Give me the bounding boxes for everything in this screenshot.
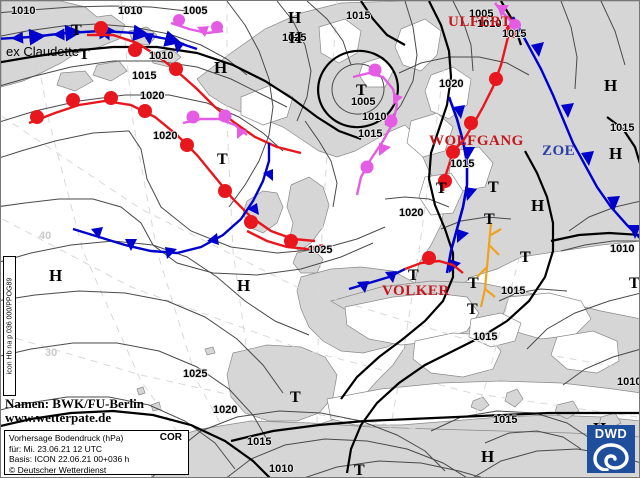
isobar-label: 1015	[493, 414, 518, 426]
warm-front-wolfgang-bump	[438, 174, 452, 188]
high-pressure-marker: H	[214, 58, 228, 77]
isobar-label: 1015	[473, 331, 498, 343]
isobar-label: 1015	[610, 122, 635, 134]
warm-front-ulfert	[452, 16, 515, 152]
isobar-label: 1015	[450, 158, 475, 170]
low-pressure-marker: T	[354, 462, 365, 478]
legend-valid-time: für: Mi. 23.06.21 12 UTC	[9, 443, 103, 454]
cold-front-baltic-barbs	[531, 42, 639, 239]
warm-front-volker-bump	[422, 251, 436, 265]
isobar-label: 1025	[282, 32, 307, 44]
front-layer	[1, 2, 639, 308]
graticule-label: 30	[45, 347, 58, 359]
dwd-spiral-icon	[593, 443, 629, 471]
high-pressure-marker: H	[288, 8, 302, 27]
high-pressure-marker: H	[531, 196, 545, 215]
legend-box: COR Vorhersage Bodendruck (hPa) für: Mi.…	[4, 430, 189, 475]
isobar-label: 1020	[399, 207, 424, 219]
isobar-label: 1020	[153, 130, 178, 142]
low-pressure-marker: T	[488, 179, 499, 196]
high-pressure-marker: H	[609, 144, 623, 163]
legend-title: Vorhersage Bodendruck (hPa)	[9, 433, 124, 443]
isobar-label: 1015	[502, 28, 527, 40]
cor-flag: COR	[159, 432, 182, 443]
isobar-label: 1025	[308, 244, 333, 256]
low-pressure-marker: T	[356, 82, 367, 99]
dwd-logo: DWD	[587, 425, 635, 473]
warm-front-atlantic-bumps	[30, 91, 298, 248]
warm-front-volker	[404, 259, 464, 274]
storm-name-volker: VOLKER	[382, 283, 450, 299]
occluded-front-mid-symbols	[186, 109, 247, 139]
high-pressure-marker: H	[289, 28, 303, 47]
high-pressure-marker: H	[237, 276, 251, 295]
isobar-label: 1015	[358, 128, 383, 140]
low-pressure-marker: T	[520, 249, 531, 266]
isobar-label: 1010	[617, 376, 640, 388]
isobar-label: 1020	[439, 78, 464, 90]
isobar-label: 1010	[610, 243, 635, 255]
isobar-label: 1010	[118, 5, 143, 17]
cold-front-volker-barbs	[357, 271, 397, 293]
isobar-label: 1020	[140, 90, 165, 102]
isobar-label: 1010	[149, 50, 174, 62]
cold-front-baltic	[511, 16, 639, 239]
attribution-line-1: Namen: BWK/FU-Berlin	[5, 396, 145, 411]
storm-name-wolfgang: WOLFGANG	[429, 133, 524, 149]
low-pressure-marker: T	[408, 267, 419, 284]
high-pressure-marker: H	[604, 76, 618, 95]
isobar-label: 1015	[247, 436, 272, 448]
low-pressure-marker: T	[484, 211, 495, 228]
trough-line-orange	[476, 222, 502, 308]
low-pressure-marker: T	[467, 301, 478, 318]
low-pressure-marker: T	[436, 180, 447, 197]
isobar-label: 1015	[132, 70, 157, 82]
isobar-label: 1025	[183, 368, 208, 380]
isobar-label: 1010	[11, 5, 36, 17]
isobar-label: 1015	[501, 285, 526, 297]
occluded-front-ulfert-symbols	[497, 5, 521, 31]
low-pressure-marker: T	[71, 22, 82, 39]
isobar-label: 1010	[362, 111, 387, 123]
graticule-label: 40	[39, 230, 52, 242]
side-product-tag-text: icon Hb na p 036 000/PPOG89	[6, 277, 13, 375]
low-pressure-marker: T	[79, 46, 90, 63]
high-pressure-marker: H	[49, 266, 63, 285]
cold-front-midatlantic-barbs	[91, 169, 273, 259]
legend-title-row: COR Vorhersage Bodendruck (hPa)	[9, 432, 184, 444]
isobar-label: 1005	[183, 5, 208, 17]
storm-name-ulfert: ULFERT	[448, 14, 512, 30]
dwd-logo-label: DWD	[594, 426, 628, 441]
low-pressure-marker: T	[629, 275, 640, 292]
occluded-front-low-symbols	[360, 63, 403, 174]
low-pressure-marker: T	[290, 389, 301, 406]
attribution-line-2[interactable]: www.wetterpate.de	[5, 410, 112, 425]
low-pressure-marker: T	[217, 151, 228, 168]
storm-name-zoe: ZOE	[542, 143, 576, 159]
low-pressure-marker: T	[468, 275, 479, 292]
warm-front-biscay	[246, 229, 324, 251]
cold-front-northsea	[445, 96, 469, 274]
isobar-label: 1010	[269, 463, 294, 475]
warm-front-claudette	[87, 33, 302, 155]
isobar-label: 1005	[469, 8, 494, 20]
cold-front-northsea-barbs	[449, 105, 477, 273]
side-product-tag: icon Hb na p 036 000/PPOG89	[3, 256, 16, 396]
legend-basis: Basis: ICON 22.06.21 00+036 h	[9, 454, 130, 465]
isobar-label: 1005	[351, 96, 376, 108]
isobar-label: 1010	[477, 18, 502, 30]
isobar-label: 1020	[213, 404, 238, 416]
warm-front-claudette-bumps	[94, 21, 183, 76]
cold-front-volker	[348, 267, 406, 291]
storm-name-ex-claudette: ex Claudette	[6, 44, 79, 59]
occluded-front-top-symbols	[173, 14, 223, 37]
isobar-label: 1015	[346, 10, 371, 22]
legend-copyright: © Deutscher Wetterdienst	[9, 464, 107, 475]
high-pressure-marker: H	[481, 447, 495, 466]
attribution-block: Namen: BWK/FU-Berlin www.wetterpate.de	[5, 397, 144, 425]
